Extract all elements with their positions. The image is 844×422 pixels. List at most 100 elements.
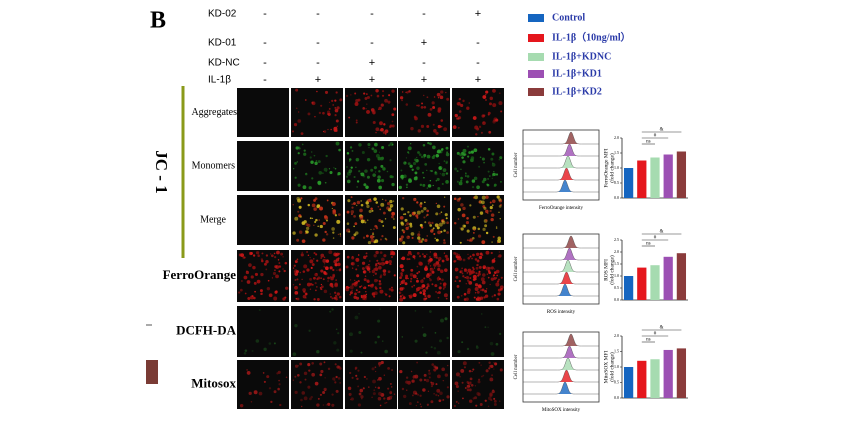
micrograph-signal bbox=[393, 107, 397, 111]
micrograph-signal bbox=[462, 275, 465, 278]
micrograph-signal bbox=[474, 287, 479, 291]
micrograph-signal bbox=[352, 202, 356, 205]
micrograph-signal bbox=[446, 231, 450, 234]
micrograph-signal bbox=[377, 319, 381, 323]
micrograph-signal bbox=[494, 362, 498, 366]
treatment-sign: - bbox=[263, 8, 267, 20]
micrograph-signal bbox=[445, 91, 447, 94]
micrograph-signal bbox=[366, 378, 368, 380]
micrograph-signal bbox=[358, 143, 362, 147]
micrograph-signal bbox=[325, 233, 329, 236]
micrograph-signal bbox=[292, 267, 295, 269]
micrograph-signal bbox=[379, 404, 382, 407]
micrograph-signal bbox=[462, 160, 466, 164]
micrograph-signal bbox=[349, 293, 352, 296]
legend-label: IL-1β（10ng/ml） bbox=[552, 30, 631, 43]
micrograph-signal bbox=[439, 173, 441, 175]
micrograph-signal bbox=[323, 256, 326, 259]
micrograph-signal bbox=[337, 172, 341, 176]
micrograph-signal bbox=[313, 207, 317, 211]
micrograph-signal bbox=[346, 179, 351, 184]
micrograph-signal bbox=[377, 175, 381, 179]
significance-label: & bbox=[660, 230, 664, 235]
micrograph-signal bbox=[309, 288, 312, 290]
micrograph-signal bbox=[371, 232, 375, 236]
micrograph-signal bbox=[426, 96, 429, 99]
micrograph-signal bbox=[436, 92, 441, 97]
micrograph-signal bbox=[372, 173, 376, 177]
micrograph-signal bbox=[357, 369, 360, 372]
micrograph-signal bbox=[426, 403, 430, 406]
micrograph-signal bbox=[379, 129, 382, 132]
micrograph-signal bbox=[370, 238, 375, 243]
micrograph-signal bbox=[262, 372, 265, 374]
micrograph-signal bbox=[483, 177, 487, 182]
micrograph-signal bbox=[433, 129, 437, 133]
micrograph-signal bbox=[263, 380, 266, 384]
micrograph-signal bbox=[443, 239, 446, 242]
micrograph-signal bbox=[457, 218, 460, 220]
micrograph-signal bbox=[495, 269, 500, 274]
micrograph-signal bbox=[292, 379, 294, 381]
micrograph-signal bbox=[399, 215, 404, 220]
micrograph-signal bbox=[380, 128, 384, 132]
y-tick-label: 1.5 bbox=[614, 348, 619, 353]
micrograph-signal bbox=[427, 221, 431, 225]
micrograph-signal bbox=[459, 269, 463, 273]
micrograph-signal bbox=[484, 326, 487, 329]
micrograph-signal bbox=[301, 251, 304, 254]
micrograph-signal bbox=[442, 168, 447, 172]
micrograph-signal bbox=[392, 226, 396, 230]
micrograph-signal bbox=[444, 268, 448, 272]
micrograph-signal bbox=[334, 214, 338, 217]
y-tick-label: 0.5 bbox=[614, 379, 619, 384]
micrograph-signal bbox=[429, 170, 432, 172]
micrograph-signal bbox=[465, 220, 470, 225]
micrograph-signal bbox=[414, 116, 418, 121]
micrograph-signal bbox=[421, 284, 423, 287]
micrograph-signal bbox=[387, 100, 391, 104]
micrograph-signal bbox=[355, 157, 360, 162]
y-tick-label: 0.0 bbox=[614, 297, 619, 302]
micrograph-signal bbox=[474, 125, 479, 130]
micrograph-signal bbox=[334, 108, 339, 113]
micrograph-signal bbox=[371, 396, 373, 398]
micrograph-signal bbox=[332, 268, 335, 272]
micrograph-signal bbox=[358, 313, 360, 315]
micrograph-signal bbox=[485, 250, 490, 255]
micrograph-signal bbox=[409, 214, 412, 217]
micrograph-signal bbox=[493, 276, 497, 280]
micrograph-signal bbox=[401, 387, 405, 391]
micrograph-signal bbox=[316, 350, 320, 354]
micrograph-signal bbox=[424, 266, 428, 271]
micrograph-signal bbox=[446, 364, 449, 367]
micrograph-signal bbox=[306, 282, 311, 287]
micrograph-signal bbox=[408, 178, 412, 182]
micrograph-signal bbox=[305, 226, 310, 231]
micrograph-signal bbox=[346, 222, 350, 225]
micrograph-signal bbox=[378, 185, 383, 190]
micrograph-signal bbox=[331, 202, 336, 207]
micrograph-signal bbox=[351, 213, 353, 216]
micrograph-signal bbox=[431, 101, 435, 105]
micrograph-signal bbox=[354, 92, 357, 95]
micrograph-signal bbox=[474, 385, 477, 387]
micrograph-signal bbox=[403, 174, 407, 179]
micrograph-signal bbox=[487, 276, 490, 279]
micrograph-signal bbox=[305, 293, 308, 295]
micrograph-signal bbox=[440, 211, 443, 214]
micrograph-signal bbox=[444, 213, 448, 217]
micrograph-signal bbox=[381, 235, 384, 238]
micrograph-signal bbox=[380, 257, 385, 262]
micrograph-signal bbox=[275, 274, 279, 279]
micrograph-signal bbox=[375, 127, 380, 132]
micrograph-signal bbox=[374, 278, 378, 283]
micrograph-signal bbox=[468, 281, 473, 285]
micrograph-signal bbox=[376, 94, 380, 98]
micrograph-signal bbox=[491, 241, 493, 243]
micrograph-signal bbox=[406, 235, 411, 240]
micrograph-signal bbox=[381, 146, 385, 150]
micrograph-signal bbox=[294, 272, 299, 276]
micrograph-signal bbox=[386, 170, 389, 173]
micrograph-signal bbox=[319, 362, 323, 366]
